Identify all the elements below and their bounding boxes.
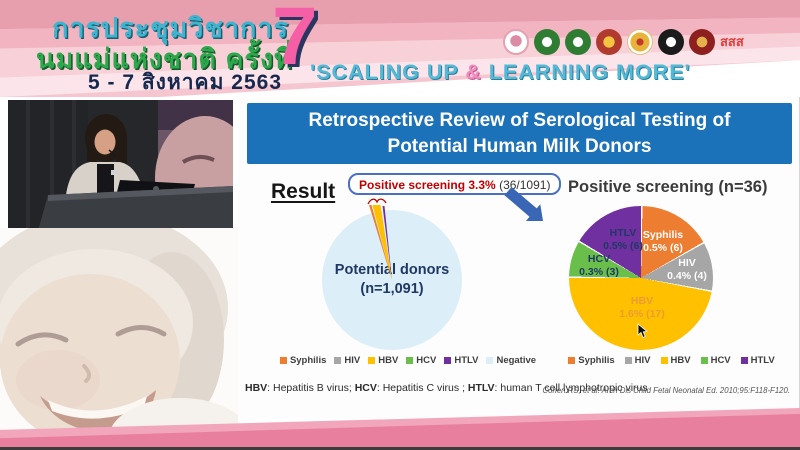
royal-college-logo	[596, 29, 622, 55]
thaihealth-logo: สสส	[720, 34, 744, 49]
ministry-of-public-health-logo	[534, 29, 560, 55]
positive-screening-callout: Positive screening 3.3% (36/1091)	[348, 173, 562, 195]
legend-swatch-hiv	[624, 357, 632, 364]
callout-highlight: Positive screening 3.3%	[359, 178, 496, 192]
health-department-logo	[565, 29, 591, 55]
legend-swatch-hbv	[368, 357, 376, 364]
positive-pie-title: Positive screening (n=36)	[568, 178, 768, 196]
legend-item: HBV	[660, 355, 691, 366]
legend-item: Syphilis	[568, 355, 615, 366]
slogan-part2: LEARNING MORE'	[481, 60, 691, 84]
breastfeeding-foundation-logo	[503, 29, 529, 55]
legend-swatch-syphilis	[568, 357, 576, 364]
pie-slice-label-htlv: HTLV 0.5% (6)	[603, 226, 643, 252]
slide-title-line2: Potential Human Milk Donors	[387, 135, 652, 157]
bottom-bar-edge	[0, 447, 800, 450]
legend-item: HIV	[334, 355, 360, 366]
footnote: HBV: Hepatitis B virus; HCV: Hepatitis C…	[245, 382, 648, 394]
potential-pie-legend: Syphilis HIV HBV HCV HTLV Negative	[278, 355, 538, 366]
legend-swatch-hbv	[660, 357, 668, 364]
conference-title-line2: นมแม่แห่งชาติ ครั้งที่	[36, 44, 293, 74]
legend-swatch-htlv	[444, 357, 452, 364]
conference-date: 5 - 7 สิงหาคม 2563	[88, 71, 283, 94]
callout-brace	[367, 198, 387, 205]
slogan-ampersand: &	[465, 60, 482, 84]
legend-swatch-hcv	[700, 357, 708, 364]
pediatric-society-logo	[689, 29, 715, 55]
positive-pie-legend: Syphilis HIV HBV HCV HTLV	[554, 355, 789, 366]
positive-screening-pie: Syphilis 0.5% (6) HIV 0.4% (4) HBV 1.6% …	[569, 206, 713, 350]
potential-donors-label-line2: (n=1,091)	[360, 281, 424, 297]
presenter-video	[8, 100, 233, 231]
slide-title-bar: Retrospective Review of Serological Test…	[247, 103, 792, 164]
pie-slice-label-syphilis: Syphilis 0.5% (6)	[642, 228, 684, 254]
legend-item: Syphilis	[279, 355, 326, 366]
conference-title-line1: การประชุมวิชาการ	[52, 13, 289, 43]
legend-swatch-htlv	[740, 357, 748, 364]
bottom-bar	[0, 408, 800, 450]
slide-title-line1: Retrospective Review of Serological Test…	[308, 109, 731, 131]
child-right-eye	[115, 325, 167, 337]
legend-swatch-negative	[486, 357, 494, 364]
legend-item: HCV	[406, 355, 436, 366]
podium	[38, 186, 233, 231]
mouse-cursor-icon	[637, 323, 649, 339]
positive-sliver-wedge	[367, 198, 392, 280]
legend-item: HIV	[624, 355, 651, 366]
child-left-eye	[15, 332, 69, 347]
potential-donors-label-line1: Potential donors	[334, 262, 450, 279]
result-label: Result	[271, 180, 336, 203]
pie-slice-label-hbv: HBV 1.6% (17)	[619, 294, 665, 320]
legend-item: HCV	[700, 355, 731, 366]
legend-swatch-hcv	[406, 357, 414, 364]
presenter-scene	[8, 100, 233, 231]
medical-society-logo	[658, 29, 684, 55]
legend-item: Negative	[486, 355, 536, 366]
edition-number: 7	[272, 0, 318, 82]
slogan-part1: 'SCALING UP	[310, 60, 466, 84]
university-logo	[627, 29, 653, 55]
down-right-arrow-icon	[504, 187, 543, 221]
legend-swatch-hiv	[334, 357, 342, 364]
citation: Cohen RS, et al. Arch Dis Child Fetal Ne…	[542, 386, 790, 395]
conference-banner: การประชุมวิชาการ นมแม่แห่งชาติ ครั้งที่ …	[0, 0, 800, 97]
conference-slogan: 'SCALING UP & LEARNING MORE'	[310, 60, 691, 85]
legend-item: HTLV	[444, 355, 478, 366]
background-child-photo	[0, 212, 252, 450]
legend-swatch-syphilis	[279, 357, 287, 364]
pie-slice-label-hiv: HIV 0.4% (4)	[667, 256, 707, 282]
legend-item: HBV	[368, 355, 398, 366]
slide: Retrospective Review of Serological Test…	[238, 97, 800, 418]
pie-slice-label-hcv: HCV 0.3% (3)	[579, 252, 619, 278]
legend-item: HTLV	[740, 355, 775, 366]
partner-logos: สสส	[503, 29, 744, 55]
